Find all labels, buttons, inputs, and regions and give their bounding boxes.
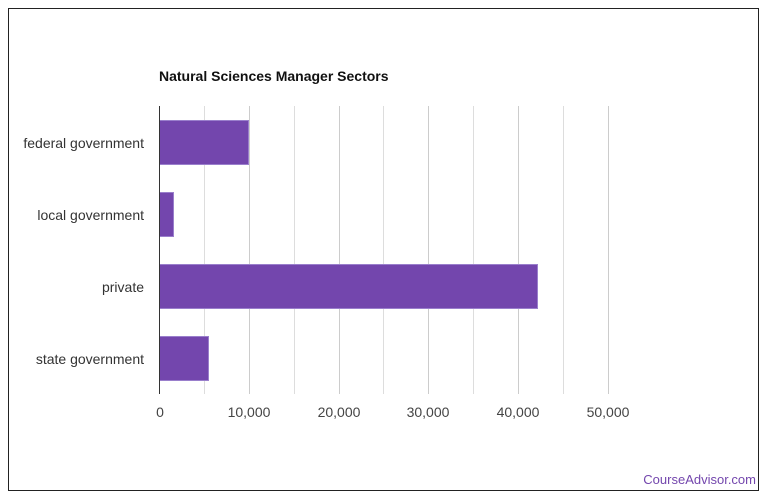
x-tick-10000: 10,000 (227, 404, 271, 420)
gridline (428, 106, 429, 394)
brand-link[interactable]: CourseAdvisor.com (643, 472, 756, 487)
gridline (339, 106, 340, 394)
x-tick-20000: 20,000 (317, 404, 361, 420)
x-tick-30000: 30,000 (406, 404, 450, 420)
bar-state-government[interactable] (159, 336, 209, 381)
y-label-private: private (101, 279, 144, 295)
y-axis-line (159, 106, 160, 394)
y-label-state-government: state government (35, 351, 144, 367)
x-tick-40000: 40,000 (496, 404, 540, 420)
y-label-local-government: local government (37, 207, 144, 223)
x-tick-0: 0 (156, 404, 164, 420)
gridline (294, 106, 295, 394)
x-tick-50000: 50,000 (586, 404, 630, 420)
gridline (473, 106, 474, 394)
y-label-federal-government: federal government (23, 135, 144, 151)
gridline (518, 106, 519, 394)
plot-area (159, 106, 609, 394)
gridline (563, 106, 564, 394)
gridline (204, 106, 205, 394)
gridline (383, 106, 384, 394)
bar-private[interactable] (159, 264, 538, 309)
gridline (249, 106, 250, 394)
chart-title: Natural Sciences Manager Sectors (159, 68, 389, 84)
bar-local-government[interactable] (159, 192, 174, 237)
bar-federal-government[interactable] (159, 120, 249, 165)
gridline (608, 106, 609, 394)
